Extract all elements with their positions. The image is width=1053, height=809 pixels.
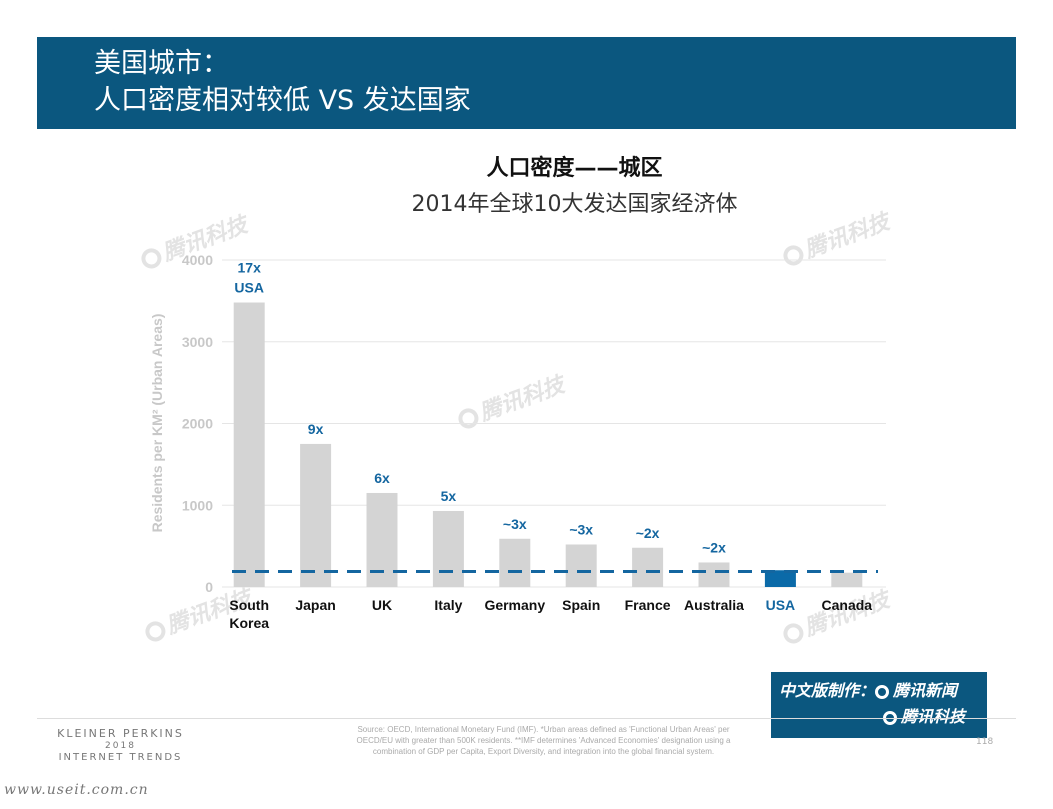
brand-logo: KLEINER PERKINS 2018 INTERNET TRENDS bbox=[48, 728, 193, 764]
x-tick-label-line: UK bbox=[372, 597, 392, 613]
x-tick-label-line: Italy bbox=[434, 597, 462, 613]
data-label-line: 9x bbox=[308, 421, 324, 437]
data-label-line: ~3x bbox=[503, 516, 527, 532]
x-tick-label: Spain bbox=[562, 597, 600, 613]
site-url: www.useit.com.cn bbox=[4, 782, 149, 798]
x-tick-label-line: USA bbox=[766, 597, 796, 613]
bar bbox=[300, 443, 332, 587]
brand-line1: KLEINER PERKINS bbox=[57, 727, 184, 740]
x-tick-label: Japan bbox=[295, 597, 335, 613]
x-tick-label-line: Spain bbox=[562, 597, 600, 613]
data-label-line: USA bbox=[234, 280, 264, 296]
x-tick-label-line: Canada bbox=[822, 597, 873, 613]
x-tick-label: Germany bbox=[484, 597, 545, 613]
y-tick-label: 2000 bbox=[182, 416, 213, 432]
data-label: ~3x bbox=[503, 516, 527, 532]
data-label-line: 5x bbox=[441, 488, 457, 504]
credit-label: 中文版制作： bbox=[779, 681, 876, 700]
data-label: ~3x bbox=[569, 521, 593, 537]
credit-org2: 腾讯科技 bbox=[901, 707, 966, 726]
x-tick-label: Italy bbox=[434, 597, 462, 613]
brand-line2: 2018 bbox=[105, 741, 136, 751]
page-number: 118 bbox=[976, 737, 994, 747]
x-tick-label-line: Australia bbox=[684, 597, 744, 613]
x-tick-label: South Korea bbox=[229, 597, 269, 631]
data-label: 17x USA bbox=[234, 260, 264, 296]
data-label: ~2x bbox=[702, 539, 726, 555]
credit-line2: 腾讯科技 bbox=[779, 704, 979, 730]
source-line2: OECD/EU with greater than 500K residents… bbox=[356, 736, 731, 745]
x-tick-label: UK bbox=[372, 597, 392, 613]
x-tick-label-line: Germany bbox=[484, 597, 545, 613]
credit-org1: 腾讯新闻 bbox=[893, 681, 958, 700]
data-label: 6x bbox=[374, 470, 390, 486]
data-label-line: 17x bbox=[238, 260, 262, 276]
chart-title: 人口密度——城区 bbox=[486, 156, 663, 181]
x-tick-label: Australia bbox=[684, 597, 744, 613]
x-tick-label: France bbox=[625, 597, 671, 613]
page-title-line2: 人口密度相对较低 VS 发达国家 bbox=[94, 85, 471, 116]
data-label-line: 6x bbox=[374, 470, 390, 486]
bar bbox=[233, 302, 265, 587]
x-tick-label: Canada bbox=[822, 597, 873, 613]
bar bbox=[698, 562, 730, 587]
data-label: 5x bbox=[441, 488, 457, 504]
chart-subtitle: 2014年全球10大发达国家经济体 bbox=[411, 192, 738, 217]
x-tick-label-line: France bbox=[625, 597, 671, 613]
y-axis-label: Residents per KM² (Urban Areas) bbox=[149, 314, 165, 533]
bar bbox=[499, 538, 531, 587]
x-tick-label: USA bbox=[766, 597, 796, 613]
source-line1: Source: OECD, International Monetary Fun… bbox=[357, 725, 730, 734]
bar bbox=[831, 572, 863, 587]
credit-box: 中文版制作： 腾讯新闻 腾讯科技 bbox=[771, 672, 987, 738]
page-title-line1: 美国城市： bbox=[94, 48, 229, 79]
credit-line1: 中文版制作： 腾讯新闻 bbox=[779, 678, 979, 704]
title-banner: 美国城市： 人口密度相对较低 VS 发达国家 bbox=[37, 37, 1016, 129]
bar bbox=[565, 544, 597, 587]
y-tick-label: 1000 bbox=[182, 497, 213, 513]
brand-line3: INTERNET TRENDS bbox=[58, 752, 183, 763]
bar bbox=[432, 510, 464, 587]
source-line3: combination of GDP per Capita, Export Di… bbox=[372, 747, 715, 756]
tencent-news-logo-icon bbox=[875, 685, 890, 699]
y-tick-label: 0 bbox=[205, 579, 213, 595]
source-note: Source: OECD, International Monetary Fun… bbox=[316, 724, 771, 757]
x-tick-label-line: South bbox=[229, 597, 269, 613]
data-label-line: ~2x bbox=[702, 539, 726, 555]
x-tick-label-line: Japan bbox=[295, 597, 335, 613]
footer-divider bbox=[37, 718, 1016, 719]
bar bbox=[632, 547, 664, 587]
y-tick-label: 4000 bbox=[182, 252, 213, 268]
y-tick-label: 3000 bbox=[182, 334, 213, 350]
data-label-line: ~2x bbox=[636, 525, 660, 541]
data-label: ~2x bbox=[636, 525, 660, 541]
data-label-line: ~3x bbox=[569, 521, 593, 537]
bar bbox=[764, 570, 796, 587]
x-tick-label-line: Korea bbox=[229, 615, 269, 631]
data-label: 9x bbox=[308, 421, 324, 437]
